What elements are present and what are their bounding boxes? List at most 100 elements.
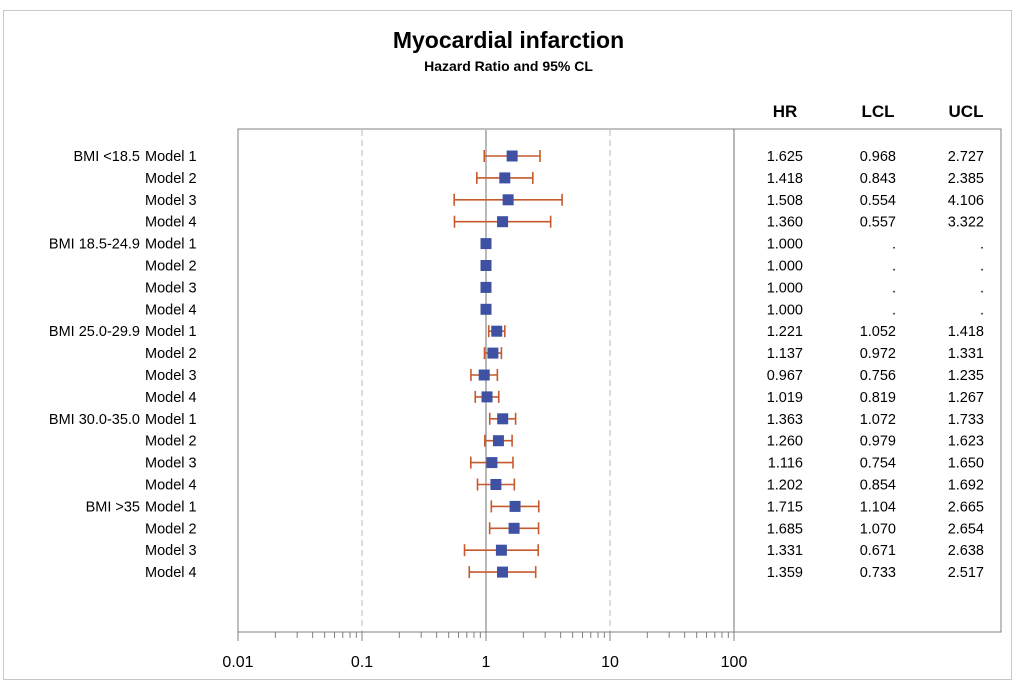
- row-model-label: Model 2: [145, 521, 197, 537]
- forest-row: Model 3 1.508 0.554 4.106: [145, 193, 984, 209]
- ucl-value: 1.331: [948, 346, 984, 362]
- forest-row: BMI 25.0-29.9 Model 1 1.221 1.052 1.418: [49, 324, 984, 340]
- ucl-value: 1.733: [948, 412, 984, 428]
- hr-marker: [480, 303, 492, 315]
- ucl-value: 1.235: [948, 368, 984, 384]
- row-group-label: BMI 30.0-35.0: [49, 412, 140, 428]
- column-header-ucl: UCL: [949, 102, 984, 121]
- hr-value: 1.000: [767, 302, 803, 318]
- lcl-value: 0.754: [860, 456, 896, 472]
- hr-value: 1.359: [767, 565, 803, 581]
- forest-row: Model 3 1.000..: [145, 280, 984, 296]
- row-model-label: Model 4: [145, 478, 197, 494]
- row-group-label: BMI <18.5: [74, 149, 141, 165]
- lcl-value: 1.070: [860, 521, 896, 537]
- hr-value: 1.000: [767, 259, 803, 275]
- lcl-value: 0.671: [860, 543, 896, 559]
- ucl-value: .: [980, 237, 984, 253]
- row-group-label: BMI >35: [86, 499, 140, 515]
- ucl-value: 1.692: [948, 478, 984, 494]
- hr-value: 1.685: [767, 521, 803, 537]
- forest-row: Model 2 1.685 1.070 2.654: [145, 521, 984, 537]
- x-tick-label: 0.01: [222, 654, 253, 671]
- row-model-label: Model 3: [145, 456, 197, 472]
- row-model-label: Model 4: [145, 565, 197, 581]
- row-model-label: Model 2: [145, 171, 197, 187]
- row-model-label: Model 2: [145, 434, 197, 450]
- hr-value: 1.221: [767, 324, 803, 340]
- ucl-value: 2.517: [948, 565, 984, 581]
- row-model-label: Model 3: [145, 368, 197, 384]
- row-model-label: Model 2: [145, 259, 197, 275]
- lcl-value: 0.733: [860, 565, 896, 581]
- ucl-value: 1.623: [948, 434, 984, 450]
- row-model-label: Model 4: [145, 390, 197, 406]
- row-model-label: Model 3: [145, 543, 197, 559]
- lcl-value: .: [892, 259, 896, 275]
- forest-row: Model 2 1.137 0.972 1.331: [145, 346, 984, 362]
- column-header-hr: HR: [773, 102, 798, 121]
- ucl-value: 1.650: [948, 456, 984, 472]
- hr-marker: [508, 522, 520, 534]
- forest-row: Model 4 1.359 0.733 2.517: [145, 565, 984, 581]
- ucl-value: 1.267: [948, 390, 984, 406]
- lcl-value: 1.104: [860, 499, 896, 515]
- lcl-value: 0.968: [860, 149, 896, 165]
- x-tick-label: 1: [482, 654, 491, 671]
- row-model-label: Model 1: [145, 149, 197, 165]
- lcl-value: 0.854: [860, 478, 896, 494]
- hr-value: 1.000: [767, 280, 803, 296]
- hr-value: 1.019: [767, 390, 803, 406]
- ucl-value: 3.322: [948, 215, 984, 231]
- chart-title: Myocardial infarction: [392, 27, 625, 53]
- forest-row: BMI 30.0-35.0 Model 1 1.363 1.072 1.733: [49, 412, 984, 428]
- row-model-label: Model 1: [145, 412, 197, 428]
- row-group-label: BMI 25.0-29.9: [49, 324, 140, 340]
- lcl-value: 0.843: [860, 171, 896, 187]
- hr-marker: [509, 500, 521, 512]
- column-header-lcl: LCL: [861, 102, 894, 121]
- x-tick-label: 100: [721, 654, 748, 671]
- forest-row: Model 3 1.116 0.754 1.650: [145, 456, 984, 472]
- x-tick-label: 0.1: [351, 654, 373, 671]
- row-model-label: Model 1: [145, 499, 197, 515]
- hr-value: 1.508: [767, 193, 803, 209]
- hr-marker: [499, 172, 511, 184]
- hr-value: 1.202: [767, 478, 803, 494]
- row-model-label: Model 3: [145, 193, 197, 209]
- forest-row: Model 4 1.019 0.819 1.267: [145, 390, 984, 406]
- ucl-value: .: [980, 280, 984, 296]
- hr-value: 1.418: [767, 171, 803, 187]
- hr-marker: [492, 435, 504, 447]
- row-model-label: Model 1: [145, 324, 197, 340]
- hr-marker: [497, 413, 509, 425]
- row-model-label: Model 4: [145, 215, 197, 231]
- forest-row: Model 4 1.202 0.854 1.692: [145, 478, 984, 494]
- lcl-value: .: [892, 237, 896, 253]
- hr-marker: [491, 325, 503, 337]
- hr-value: 1.000: [767, 237, 803, 253]
- row-model-label: Model 4: [145, 302, 197, 318]
- forest-row: BMI 18.5-24.9 Model 1 1.000..: [49, 237, 984, 253]
- hr-value: 1.363: [767, 412, 803, 428]
- ucl-value: .: [980, 259, 984, 275]
- forest-row: BMI <18.5 Model 1 1.625 0.968 2.727: [74, 149, 985, 165]
- ucl-value: 1.418: [948, 324, 984, 340]
- ucl-value: 2.654: [948, 521, 984, 537]
- hr-value: 1.137: [767, 346, 803, 362]
- hr-value: 1.715: [767, 499, 803, 515]
- hr-marker: [490, 479, 502, 490]
- row-group-label: BMI 18.5-24.9: [49, 237, 140, 253]
- lcl-value: 1.072: [860, 412, 896, 428]
- hr-marker: [486, 457, 498, 469]
- hr-marker: [478, 369, 490, 381]
- lcl-value: .: [892, 302, 896, 318]
- ucl-value: 2.665: [948, 499, 984, 515]
- ucl-value: 4.106: [948, 193, 984, 209]
- hr-value: 1.625: [767, 149, 803, 165]
- hr-value: 1.260: [767, 434, 803, 450]
- forest-row: Model 3 1.331 0.671 2.638: [145, 543, 984, 559]
- hr-marker: [497, 216, 509, 228]
- lcl-value: 0.979: [860, 434, 896, 450]
- hr-value: 1.331: [767, 543, 803, 559]
